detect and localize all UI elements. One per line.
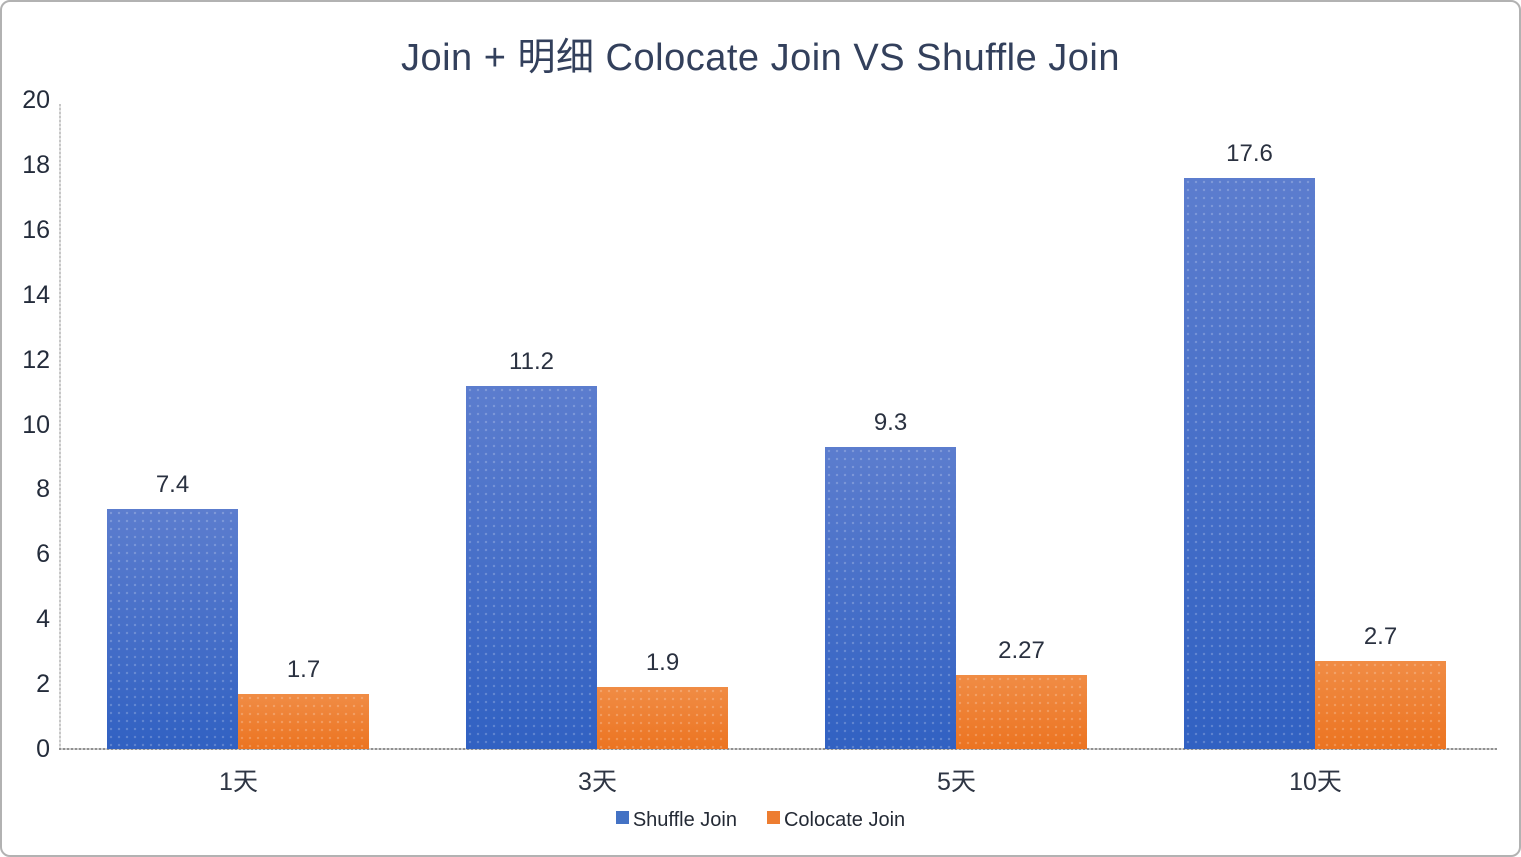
y-tick-label: 18 (22, 150, 50, 179)
shuffle-join-swatch-icon (615, 811, 629, 824)
legend: Shuffle Join Colocate Join (2, 808, 1519, 832)
shuffle-join-bar: 7.4 (107, 471, 238, 749)
y-tick-label: 4 (36, 605, 50, 634)
bar-group: 9.3 2.27 5天 (777, 100, 1136, 796)
y-tick-label: 16 (22, 215, 50, 244)
bar-value-label: 1.7 (286, 655, 321, 683)
y-tick-label: 14 (22, 280, 50, 309)
bar-group: 11.2 1.9 3天 (418, 100, 777, 796)
x-axis-category-label: 5天 (937, 768, 976, 796)
bar-pair: 11.2 1.9 (466, 348, 728, 749)
legend-item: Shuffle Join (615, 808, 737, 832)
shuffle-join-bar: 9.3 (825, 409, 956, 749)
plot-area: 7.4 1.7 1天 11.2 1.9 3天 9.3 2.27 5天 17.6 2.7 10天 (59, 100, 1497, 796)
x-axis-category-label: 10天 (1289, 768, 1342, 796)
bar-value-label: 7.4 (155, 470, 190, 498)
bar-fill (238, 693, 369, 749)
y-tick-label: 12 (22, 345, 50, 374)
y-tick-label: 0 (36, 735, 50, 763)
legend-label: Colocate Join (783, 809, 906, 831)
colocate-join-bar: 2.7 (1315, 623, 1446, 749)
colocate-join-swatch-icon (766, 811, 780, 824)
colocate-join-bar: 1.9 (597, 649, 728, 749)
bar-fill (956, 675, 1087, 749)
chart-title: Join + 明细 Colocate Join VS Shuffle Join (400, 37, 1120, 79)
bar-pair: 9.3 2.27 (825, 409, 1087, 749)
shuffle-join-bar: 17.6 (1184, 140, 1315, 749)
bar-fill (1315, 661, 1446, 749)
legend-item: Colocate Join (766, 808, 906, 832)
y-tick-label: 10 (22, 410, 50, 439)
bar-group: 17.6 2.7 10天 (1136, 100, 1495, 796)
bar-value-label: 11.2 (509, 347, 554, 375)
colocate-join-bar: 2.27 (956, 637, 1087, 749)
y-axis-line (59, 104, 61, 749)
bar-value-label: 1.9 (645, 649, 680, 677)
bar-value-label: 2.27 (998, 637, 1045, 665)
legend-label: Shuffle Join (632, 809, 737, 831)
bar-value-label: 2.7 (1363, 623, 1398, 651)
y-tick-label: 2 (36, 670, 50, 699)
y-tick-label: 6 (36, 540, 50, 569)
bar-value-label: 9.3 (873, 409, 908, 437)
bar-pair: 17.6 2.7 (1184, 140, 1446, 749)
bar-fill (1184, 177, 1315, 749)
bar-pair: 7.4 1.7 (107, 471, 369, 749)
bar-fill (825, 447, 956, 749)
bar-fill (107, 508, 238, 749)
x-axis-line (59, 748, 1497, 750)
y-tick-label: 8 (36, 475, 50, 504)
x-axis-category-label: 1天 (219, 768, 258, 796)
bar-fill (466, 385, 597, 749)
shuffle-join-bar: 11.2 (466, 348, 597, 749)
bar-group: 7.4 1.7 1天 (59, 100, 418, 796)
bar-fill (597, 687, 728, 749)
y-axis: 0 2 4 6 8 10 12 14 16 18 20 (2, 86, 50, 763)
bar-value-label: 17.6 (1226, 139, 1273, 167)
y-tick-label: 20 (22, 86, 50, 114)
colocate-join-bar: 1.7 (238, 656, 369, 749)
x-axis-category-label: 3天 (578, 768, 617, 796)
